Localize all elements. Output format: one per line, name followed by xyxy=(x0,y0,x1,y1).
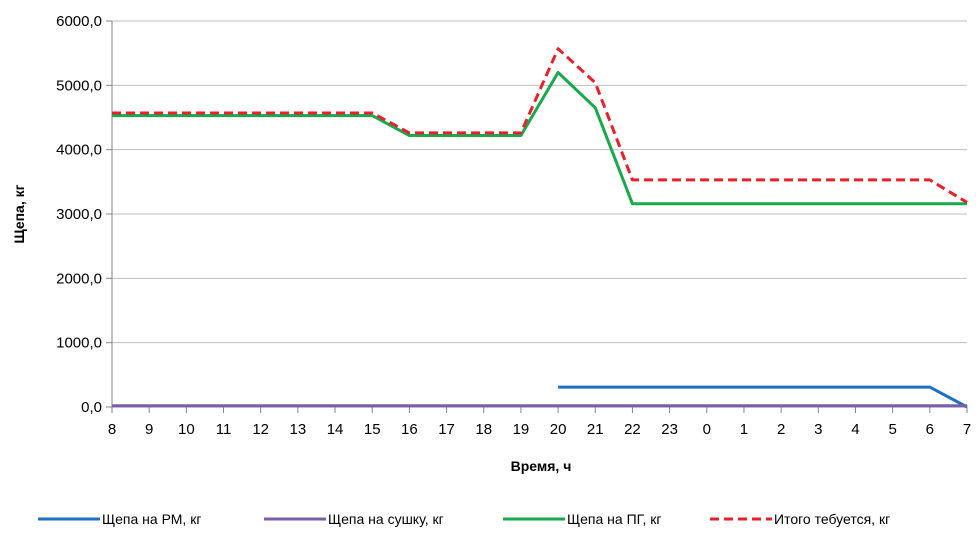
axes xyxy=(106,20,968,413)
series-lines xyxy=(112,47,968,409)
x-tick-label: 11 xyxy=(216,421,232,438)
y-tick-label: 1000,0 xyxy=(56,335,102,352)
x-tick-label: 20 xyxy=(550,421,567,438)
legend-label: Щепа на РМ, кг xyxy=(102,511,201,527)
x-tick-label: 17 xyxy=(438,421,455,438)
x-tick-label: 8 xyxy=(108,421,116,438)
legend-label: Щепа на ПГ, кг xyxy=(567,511,662,527)
x-tick-labels: 8 9 10 11 12 13 14 15 16 17 18 19 20 21 22 23 0 1 2 3 4 5 6 7 xyxy=(108,421,971,438)
y-tick-label: 3000,0 xyxy=(56,206,102,223)
x-tick-label: 0 xyxy=(703,421,711,438)
x-tick-label: 19 xyxy=(513,421,530,438)
x-tick-label: 14 xyxy=(327,421,344,438)
x-tick-label: 15 xyxy=(364,421,381,438)
x-tick-label: 23 xyxy=(661,421,678,438)
series-line-4 xyxy=(112,47,968,204)
x-tick-label: 1 xyxy=(740,421,748,438)
y-tick-label: 2000,0 xyxy=(56,270,102,287)
x-tick-label: 13 xyxy=(290,421,307,438)
x-tick-label: 2 xyxy=(777,421,785,438)
legend-label: Щепа на сушку, кг xyxy=(328,511,444,527)
y-axis-title: Щепа, кг xyxy=(11,184,27,243)
series-line-1 xyxy=(558,385,968,409)
y-tick-labels: 0,0 1000,0 2000,0 3000,0 4000,0 5000,0 6000,0 xyxy=(56,13,102,416)
x-tick-label: 7 xyxy=(963,421,971,438)
y-tick-label: 4000,0 xyxy=(56,142,102,159)
x-tick-label: 4 xyxy=(851,421,859,438)
x-tick-label: 6 xyxy=(926,421,934,438)
x-tick-label: 9 xyxy=(145,421,153,438)
series-line-3 xyxy=(112,71,967,206)
x-axis-title: Время, ч xyxy=(511,458,572,474)
x-tick-label: 3 xyxy=(814,421,822,438)
legend-label: Итого тебуется, кг xyxy=(774,511,890,527)
x-tick-label: 12 xyxy=(252,421,269,438)
legend: Щепа на РМ, кг Щепа на сушку, кг Щепа на П… xyxy=(38,511,890,527)
gridlines xyxy=(112,20,967,344)
x-tick-label: 16 xyxy=(401,421,418,438)
y-tick-label: 6000,0 xyxy=(56,13,102,30)
x-tick-label: 21 xyxy=(587,421,604,438)
y-tick-label: 5000,0 xyxy=(56,77,102,94)
x-tick-label: 5 xyxy=(888,421,896,438)
x-tick-label: 22 xyxy=(624,421,641,438)
x-tick-label: 18 xyxy=(475,421,492,438)
y-tick-label: 0,0 xyxy=(81,399,102,416)
x-tick-label: 10 xyxy=(178,421,195,438)
